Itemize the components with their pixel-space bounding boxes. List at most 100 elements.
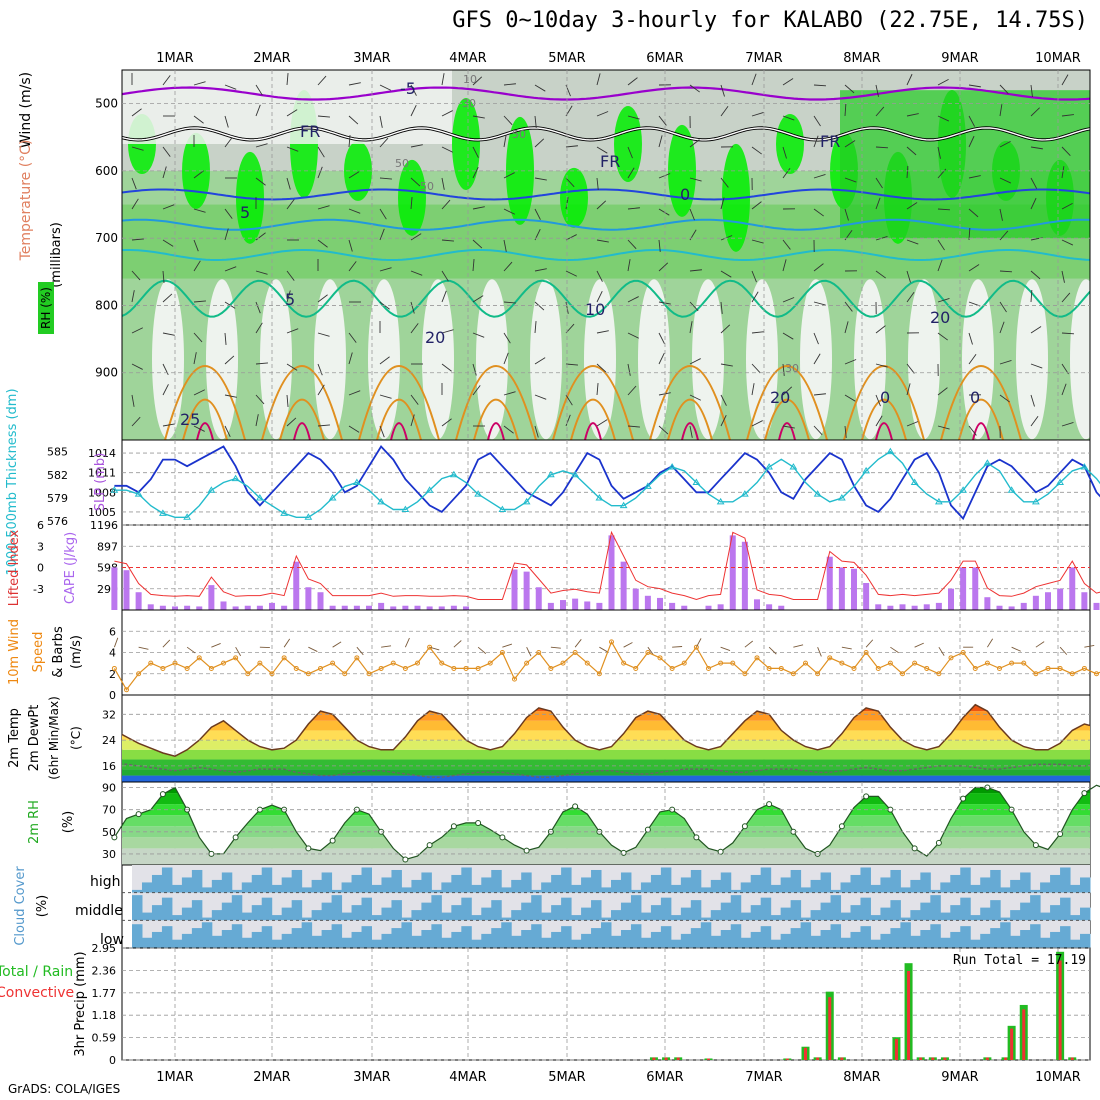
cloud-cell — [341, 937, 353, 948]
rh-contour-label: 30 — [462, 97, 476, 110]
wind-barb — [782, 363, 785, 376]
cloud-cell — [720, 930, 732, 948]
wind-barb-10m — [550, 646, 561, 649]
cloud-cell — [451, 905, 462, 921]
wind-barb-10m — [1084, 645, 1095, 648]
cloud-cell — [151, 874, 163, 893]
cape-bar — [887, 605, 894, 610]
rh-moist-cell — [776, 114, 804, 174]
wind-barb — [224, 266, 237, 272]
wind-barb — [131, 108, 142, 117]
cloud-cell — [361, 867, 372, 893]
cloud-cell — [451, 874, 462, 893]
rh-point — [523, 847, 530, 854]
cape-bar — [960, 567, 967, 610]
cloud-cell — [980, 907, 991, 921]
rh-point — [475, 819, 482, 826]
thickness-line — [114, 450, 1100, 518]
cloud-cell — [401, 917, 412, 921]
cloud-cell — [291, 900, 303, 921]
cloud-cell — [221, 872, 233, 893]
wind-barb — [255, 143, 268, 148]
temp-band — [122, 720, 1090, 731]
rh-dry-plume — [638, 279, 670, 440]
wind-barb — [162, 146, 171, 157]
thickness-tick: 576 — [47, 515, 68, 528]
wind-barb — [317, 75, 327, 86]
cloud-cell — [650, 874, 662, 893]
rh-dry-plume — [1070, 279, 1090, 440]
thickness-marker — [959, 486, 968, 493]
cloud-cell — [1080, 907, 1091, 921]
rh-point — [838, 823, 845, 830]
cloud-cell — [461, 897, 472, 921]
cloud-cell — [1030, 889, 1041, 893]
cloud-cell — [930, 889, 941, 893]
cape-bar — [608, 535, 615, 610]
thickness-marker — [498, 505, 507, 513]
wind-barb — [813, 115, 821, 127]
wind-barb — [906, 146, 917, 156]
cape-bar — [584, 601, 591, 610]
cloud-cell — [271, 915, 283, 921]
wind-barb — [875, 325, 886, 334]
wind-barb — [968, 175, 981, 179]
date-label-top: 5MAR — [548, 51, 585, 66]
cloud-cell — [700, 917, 712, 921]
wind-barb — [162, 384, 169, 396]
temp-band — [122, 704, 1090, 712]
slp-tick: 1014 — [88, 447, 116, 460]
wind-point — [997, 665, 1002, 671]
cloud-cell — [371, 884, 382, 893]
cloud-cell — [181, 907, 193, 921]
wind-barb — [999, 394, 1010, 403]
rh-dry-plume — [368, 279, 400, 440]
wind-barb — [627, 115, 640, 120]
rh-point — [1081, 790, 1088, 797]
cape-bar — [523, 571, 530, 610]
date-label-bottom: 2MAR — [253, 1070, 290, 1085]
wind-barb — [286, 199, 295, 210]
wind-barb — [720, 301, 723, 314]
cloud-cell — [890, 900, 901, 921]
precip-bar-convective — [840, 1057, 844, 1060]
wind-barb — [410, 394, 419, 405]
wind-barb — [689, 139, 700, 148]
rh-line — [113, 784, 1100, 861]
cloud-cell — [491, 900, 502, 921]
cloud-cell — [790, 869, 802, 893]
cape-bar — [196, 606, 203, 610]
cloud-cell — [640, 912, 652, 921]
temp-axis-label-1: 2m Temp — [7, 708, 22, 768]
wind-barb — [782, 386, 793, 396]
wind-barb — [317, 294, 328, 303]
wind-barb — [627, 385, 637, 396]
cloud-cell — [700, 887, 712, 893]
wind-point — [1069, 671, 1075, 677]
isotherm-label: 25 — [180, 410, 200, 429]
cloud-cell — [201, 917, 213, 921]
cloud-cell — [571, 884, 582, 893]
wind-barb — [720, 363, 733, 367]
thickness-tick: 585 — [47, 446, 68, 459]
wind-barb — [472, 206, 485, 210]
rh-dry-plume — [530, 279, 562, 440]
cloud-cell — [690, 900, 702, 921]
cloud-cell — [371, 915, 382, 921]
cloud-cell — [261, 926, 273, 948]
wind-barb — [1061, 146, 1071, 156]
li-tick: 3 — [37, 540, 44, 553]
wind-barb — [596, 330, 609, 334]
cloud-cell — [271, 939, 283, 948]
cape-bar — [935, 602, 942, 610]
cape-bar — [317, 592, 324, 610]
wind-barb — [813, 332, 819, 345]
cloud-cell — [1060, 897, 1071, 921]
wind-barb — [751, 112, 764, 117]
wind-barb — [286, 394, 289, 407]
temp-band — [122, 749, 1090, 760]
wind-point — [318, 665, 323, 671]
thickness-marker — [886, 447, 895, 455]
cape-bar — [863, 582, 870, 610]
